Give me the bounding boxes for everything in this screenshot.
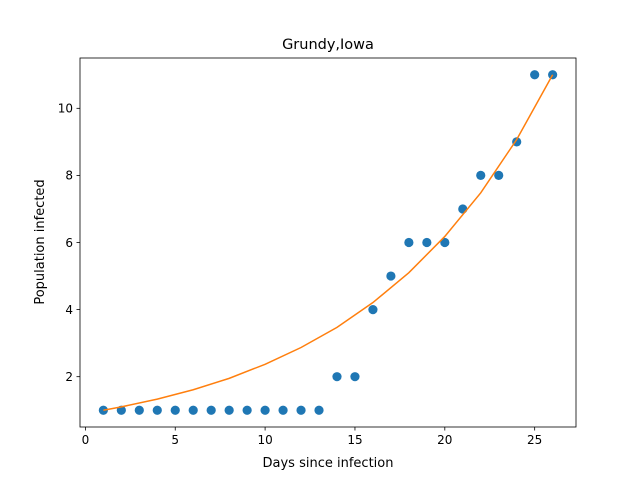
data-point bbox=[134, 405, 144, 415]
data-point bbox=[152, 405, 162, 415]
y-tick-label: 4 bbox=[65, 303, 73, 317]
data-point bbox=[368, 304, 378, 315]
data-point bbox=[296, 405, 306, 415]
fit-curve-line bbox=[103, 74, 554, 411]
data-point bbox=[494, 170, 504, 181]
x-axis-label: Days since infection bbox=[263, 456, 394, 471]
y-tick-label: 10 bbox=[58, 102, 73, 116]
x-tick-label: 0 bbox=[82, 433, 90, 447]
data-point bbox=[314, 405, 324, 415]
data-point bbox=[206, 405, 216, 415]
data-point bbox=[332, 372, 342, 382]
data-point bbox=[170, 405, 180, 415]
data-point bbox=[242, 405, 252, 415]
plot-area: 0 5 10 15 20 25 2 4 6 8 10 bbox=[58, 57, 577, 447]
x-tick-label: 25 bbox=[527, 433, 542, 447]
data-point bbox=[440, 237, 450, 248]
data-point bbox=[476, 170, 486, 181]
x-tick-label: 20 bbox=[437, 433, 452, 447]
data-point bbox=[188, 405, 198, 415]
data-point bbox=[422, 237, 432, 248]
x-tick-label: 5 bbox=[171, 433, 179, 447]
x-tick-label: 15 bbox=[347, 433, 362, 447]
y-tick-label: 2 bbox=[65, 370, 73, 384]
data-point bbox=[530, 70, 540, 80]
data-point bbox=[458, 204, 468, 214]
data-point bbox=[224, 405, 234, 415]
y-axis-label: Population infected bbox=[33, 179, 48, 304]
data-point bbox=[350, 372, 360, 382]
data-point bbox=[404, 237, 414, 248]
y-tick-label: 8 bbox=[65, 169, 73, 183]
chart-title: Grundy,Iowa bbox=[282, 37, 374, 53]
data-point bbox=[260, 405, 270, 415]
data-point bbox=[278, 405, 288, 415]
data-point bbox=[386, 271, 396, 281]
y-tick-label: 6 bbox=[65, 236, 73, 250]
x-tick-label: 10 bbox=[257, 433, 272, 447]
